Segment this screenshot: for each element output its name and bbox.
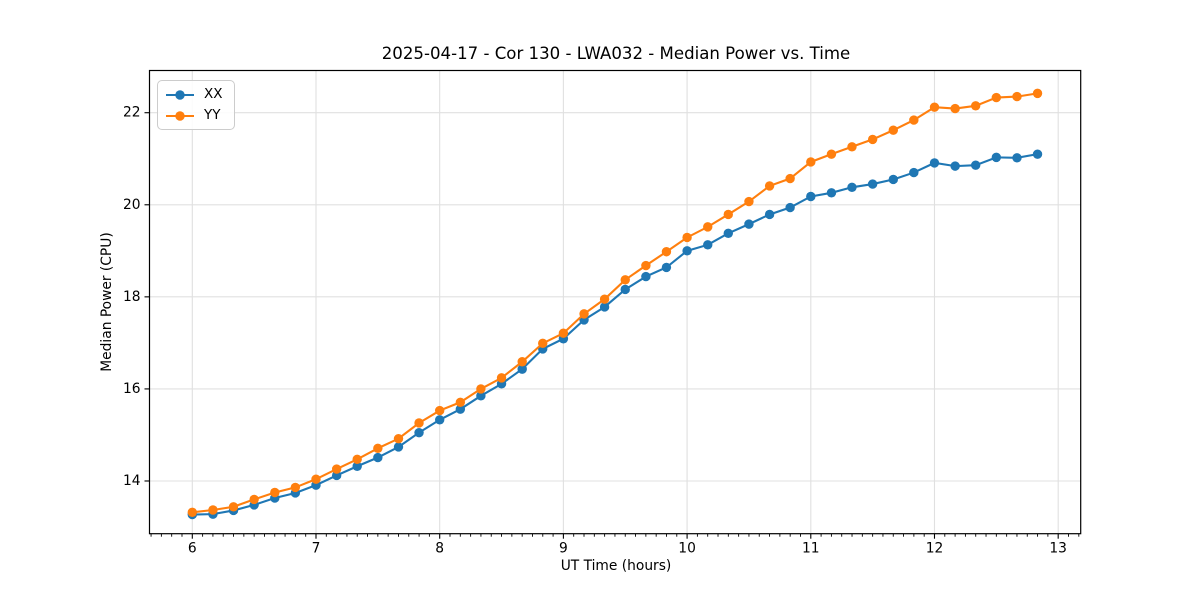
chart-title: 2025-04-17 - Cor 130 - LWA032 - Median P… [381,44,851,63]
legend-sample-line-marker-icon [166,89,194,100]
svg-text:8: 8 [435,540,444,556]
svg-text:14: 14 [123,473,141,489]
svg-text:22: 22 [123,105,141,121]
svg-text:20: 20 [123,197,141,213]
y-axis-label: Median Power (CPU) [99,232,115,372]
legend: XX YY [157,80,235,130]
legend-label: XX [204,85,223,102]
svg-text:16: 16 [123,381,141,397]
legend-label: YY [204,106,221,123]
svg-text:7: 7 [312,540,321,556]
svg-text:12: 12 [926,540,944,556]
legend-sample-line-marker-icon [166,110,194,121]
legend-item-yy: YY [165,107,223,124]
x-axis-label: UT Time (hours) [560,558,672,574]
svg-text:6: 6 [188,540,197,556]
svg-text:13: 13 [1049,540,1067,556]
svg-text:11: 11 [802,540,820,556]
svg-text:10: 10 [678,540,696,556]
svg-text:9: 9 [559,540,568,556]
svg-text:18: 18 [123,289,141,305]
legend-item-xx: XX [165,86,223,103]
